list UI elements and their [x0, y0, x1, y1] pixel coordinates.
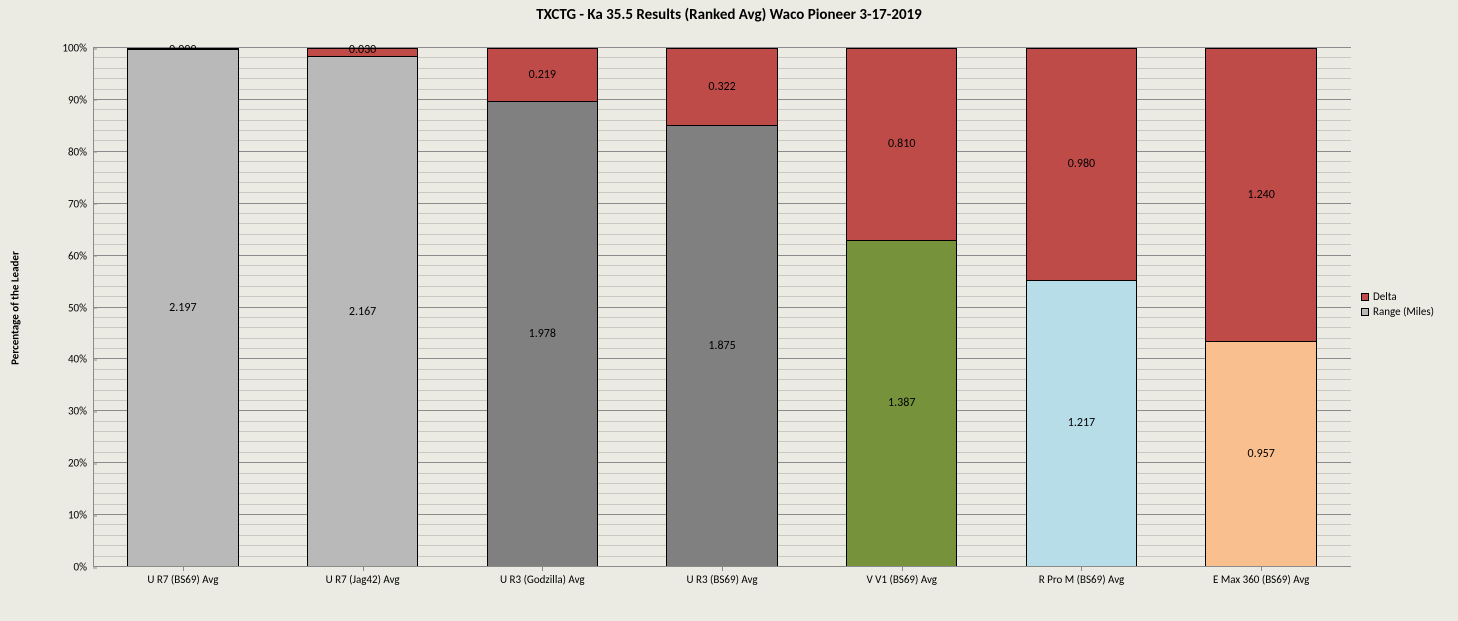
legend-item: Range (Miles) — [1361, 305, 1434, 318]
legend-item: Delta — [1361, 290, 1434, 303]
plot-area: 0.0002.197 0.0302.167 0.2191.978 0.3221.875… — [93, 48, 1351, 567]
bar-segment-delta: 0.322 — [667, 49, 776, 125]
bars-layer: 0.0002.197 0.0302.167 0.2191.978 0.3221.875… — [93, 48, 1351, 567]
y-tick-label: 10% — [68, 509, 93, 522]
bar-segment-delta: 1.240 — [1206, 49, 1315, 341]
y-tick-label: 100% — [62, 42, 93, 55]
y-tick-label: 70% — [68, 197, 93, 210]
y-tick-label: 30% — [68, 405, 93, 418]
legend-swatch — [1361, 308, 1369, 316]
bar-segment-range: 2.197 — [128, 49, 237, 566]
legend: Delta Range (Miles) — [1361, 288, 1434, 320]
y-tick-label: 80% — [68, 145, 93, 158]
bar-segment-delta: 0.810 — [847, 49, 956, 240]
legend-label: Range (Miles) — [1373, 305, 1434, 318]
x-tick-label: U R3 (BS69) Avg — [632, 567, 812, 586]
x-tick-label: U R7 (Jag42) Avg — [273, 567, 453, 586]
y-tick-label: 90% — [68, 93, 93, 106]
bar-segment-range: 1.217 — [1027, 280, 1136, 566]
x-axis-labels: U R7 (BS69) AvgU R7 (Jag42) AvgU R3 (God… — [93, 567, 1351, 586]
bar: 0.0002.197 — [127, 48, 238, 567]
bar-segment-delta: 0.980 — [1027, 49, 1136, 280]
chart: TXCTG - Ka 35.5 Results (Ranked Avg) Wac… — [0, 0, 1458, 621]
bar-segment-range: 2.167 — [308, 56, 417, 566]
bar: 0.9801.217 — [1026, 48, 1137, 567]
bar-segment-range: 0.957 — [1206, 341, 1315, 566]
y-tick-label: 20% — [68, 457, 93, 470]
bar-segment-range: 1.978 — [488, 101, 597, 566]
x-tick-label: U R7 (BS69) Avg — [93, 567, 273, 586]
y-tick-label: 40% — [68, 353, 93, 366]
bar-segment-delta: 0.219 — [488, 49, 597, 101]
x-tick-label: R Pro M (BS69) Avg — [992, 567, 1172, 586]
bar-segment-range: 1.387 — [847, 240, 956, 566]
bar: 0.2191.978 — [487, 48, 598, 567]
y-axis-label: Percentage of the Leader — [9, 251, 22, 365]
bar: 0.3221.875 — [666, 48, 777, 567]
bar-segment-range: 1.875 — [667, 125, 776, 566]
bar-segment-delta: 0.030 — [308, 49, 417, 56]
bar: 1.2400.957 — [1205, 48, 1316, 567]
bar: 0.8101.387 — [846, 48, 957, 567]
x-tick-label: V V1 (BS69) Avg — [812, 567, 992, 586]
legend-label: Delta — [1373, 290, 1397, 303]
y-tick-label: 50% — [68, 301, 93, 314]
x-tick-label: U R3 (Godzilla) Avg — [452, 567, 632, 586]
chart-title: TXCTG - Ka 35.5 Results (Ranked Avg) Wac… — [0, 6, 1458, 24]
x-tick-label: E Max 360 (BS69) Avg — [1171, 567, 1351, 586]
legend-swatch — [1361, 293, 1369, 301]
y-tick-label: 0% — [74, 561, 93, 574]
y-tick-label: 60% — [68, 249, 93, 262]
bar: 0.0302.167 — [307, 48, 418, 567]
